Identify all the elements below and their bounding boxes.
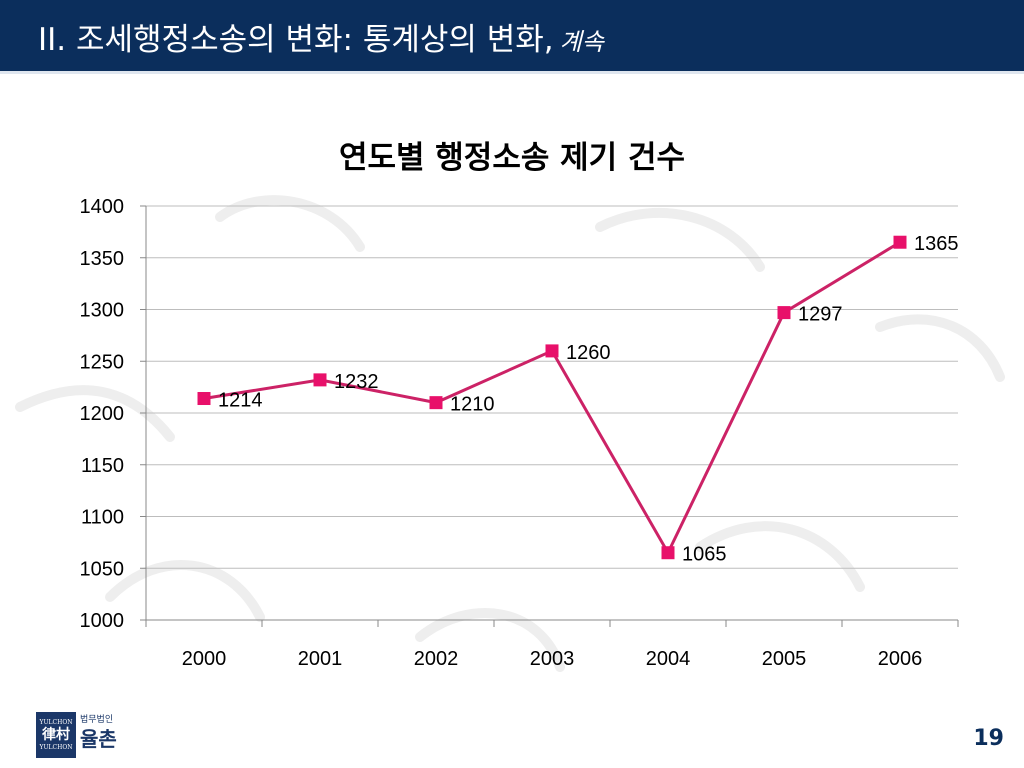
x-tick-label: 2001 — [298, 648, 343, 670]
data-point — [545, 344, 559, 358]
data-label: 1232 — [334, 371, 379, 393]
data-label: 1214 — [218, 390, 263, 412]
company-logo: YULCHON 律村 YULCHON 법무법인 율촌 — [36, 712, 132, 758]
data-point — [893, 235, 907, 249]
chart-title: 연도별 행정소송 제기 건수 — [338, 140, 686, 176]
logo-mark: YULCHON 律村 YULCHON — [36, 712, 76, 758]
title-bar: II. 조세행정소송의 변화: 통계상의 변화, 계속 — [0, 0, 1024, 74]
slide-title: II. 조세행정소송의 변화: 통계상의 변화, 계속 — [38, 14, 604, 59]
y-tick-label: 1200 — [80, 403, 125, 425]
y-tick-label: 1400 — [80, 196, 125, 218]
x-tick-label: 2002 — [414, 648, 459, 670]
x-tick-label: 2006 — [878, 648, 923, 670]
background-swirls — [15, 195, 1005, 672]
data-point — [661, 546, 675, 560]
data-point — [777, 306, 791, 320]
line-chart: 1000 1050 1100 1150 1200 1250 1300 1350 1400 2000… — [80, 196, 959, 670]
slide-title-text: II. 조세행정소송의 변화: 통계상의 변화, — [38, 22, 554, 58]
y-tick-label: 1300 — [80, 300, 125, 322]
data-label: 1260 — [566, 342, 611, 364]
logo-eng-top: YULCHON — [39, 719, 73, 726]
y-tick-label: 1350 — [80, 248, 125, 270]
x-tick-label: 2004 — [646, 648, 691, 670]
logo-sub: 법무법인 — [80, 715, 114, 725]
page-number: 19 — [973, 726, 1004, 751]
logo-text: 법무법인 율촌 — [80, 714, 117, 752]
y-tick-label: 1250 — [80, 351, 125, 373]
logo-hanja: 律村 — [42, 727, 70, 743]
y-tick-label: 1000 — [80, 610, 125, 632]
data-point — [313, 373, 327, 387]
data-label: 1065 — [682, 544, 727, 566]
data-label: 1297 — [798, 304, 843, 326]
slide-title-continued: 계속 — [559, 28, 604, 56]
x-tick-label: 2003 — [530, 648, 575, 670]
data-label: 1365 — [914, 233, 959, 255]
x-tick-label: 2000 — [182, 648, 227, 670]
logo-eng-bottom: YULCHON — [39, 744, 73, 751]
data-point — [429, 396, 443, 410]
x-tick-label: 2005 — [762, 648, 807, 670]
y-tick-label: 1150 — [81, 455, 124, 477]
y-tick-label: 1100 — [81, 507, 124, 529]
data-point — [197, 392, 211, 406]
data-label: 1210 — [450, 394, 495, 416]
logo-name: 율촌 — [80, 727, 117, 751]
y-tick-label: 1050 — [80, 558, 125, 580]
series-line — [203, 240, 901, 556]
